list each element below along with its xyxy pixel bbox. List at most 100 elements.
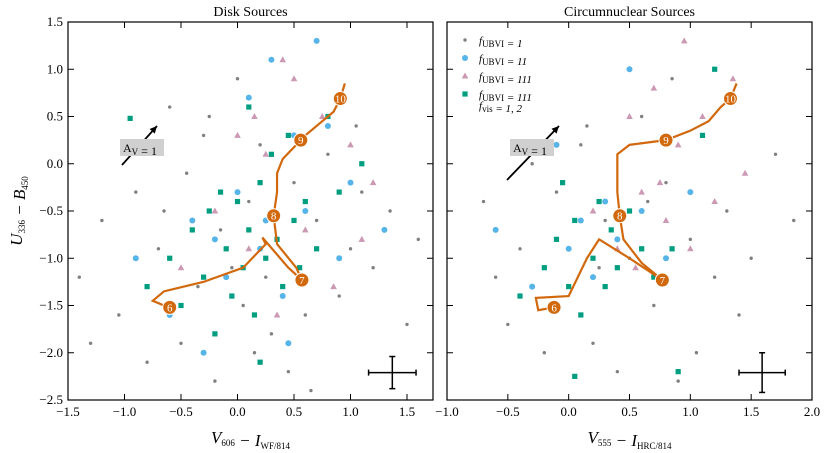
track-marker-label: 8 [617,211,623,223]
point [381,226,388,233]
panel-title: Disk Sources [213,5,287,20]
point [712,66,718,72]
point [687,245,694,252]
plot-frame [446,21,813,401]
point [542,351,547,355]
point [578,312,584,318]
label-part: f [479,100,484,112]
point [572,373,578,379]
point [273,311,281,318]
point [559,180,566,186]
legend-label: fUBVI = 1 [479,35,523,50]
label-part: = 111 [504,92,532,104]
point [554,190,559,194]
y-axis-label: U336 − B450 [7,176,30,246]
label-part: = 11 [504,56,527,68]
point [670,77,674,81]
point [241,303,245,308]
point [257,180,263,186]
point [553,141,560,148]
point [246,104,252,110]
point [291,217,297,224]
point [347,179,354,186]
point [262,150,270,157]
point [218,228,223,232]
point [279,56,287,63]
point [264,275,268,279]
point [314,246,320,252]
point [589,207,597,214]
point [257,359,263,365]
track-marker-label: 6 [551,302,557,314]
y-tick-label: −1.5 [39,298,63,313]
point [650,84,658,91]
y-tick-label: −2.0 [39,345,63,360]
panel: Disk Sources −1.5 −1.0 −0.5 0.0 0.5 1.0 1.5 −2.5… [7,5,434,451]
point [285,340,292,347]
track-marker [612,208,628,224]
point [773,152,778,156]
track-marker [722,91,738,107]
point [217,189,224,195]
arrow-head [149,126,157,134]
point [309,388,313,393]
point [553,236,560,242]
point [167,255,173,261]
point [347,141,354,148]
panel: Circumnuclear Sources −1.0 −0.5 0.0 0.5 1.0 1.… [435,5,820,451]
point [263,255,269,261]
point [179,341,183,345]
point [602,198,609,205]
point [211,207,219,214]
point [749,256,753,260]
point [626,66,633,73]
point [792,218,796,223]
label-subscript: V [522,147,529,157]
point [664,180,668,185]
track-marker-label: 7 [660,275,666,287]
label-subscript: UBVI [482,39,504,49]
point [234,131,241,138]
label-part: − I [611,431,638,450]
point [360,190,364,194]
track-marker [654,272,670,288]
point [662,216,670,223]
point [674,141,682,148]
y-tick-label: −1.0 [39,250,63,265]
point [279,293,286,300]
label-subscript: UBVI [482,75,504,85]
x-tick-label: 0.5 [621,404,637,419]
y-tick-label: 0.0 [47,156,63,171]
point [358,235,366,242]
annotation-box [510,139,554,156]
label-subscript: HRC/814 [637,441,672,451]
point [207,114,211,119]
label-subscript: WF/814 [261,441,291,451]
x-tick-label: 1.5 [743,404,759,419]
point [675,369,681,375]
point [369,179,377,186]
point [132,255,139,262]
label-subscript: UBVI [482,57,504,67]
x-tick-label: 2.0 [804,404,820,419]
track-marker [266,208,282,224]
label-subscript: 555 [598,438,612,448]
point [245,245,253,252]
point [626,208,633,214]
track-line [150,83,346,312]
legend-label: fvis = 1, 2 [479,100,523,115]
label-part: = 1 [504,38,522,50]
x-tick-label: 1.5 [399,404,415,419]
point [252,351,257,355]
point [541,265,547,271]
point [223,246,229,252]
x-tick-label: 0.0 [561,404,577,419]
label-part: V [211,428,224,447]
point [168,105,172,109]
point [302,198,308,205]
point [602,284,608,290]
x-axis-label: V606 − IWF/814 [211,428,291,451]
label-part: − I [235,431,262,450]
